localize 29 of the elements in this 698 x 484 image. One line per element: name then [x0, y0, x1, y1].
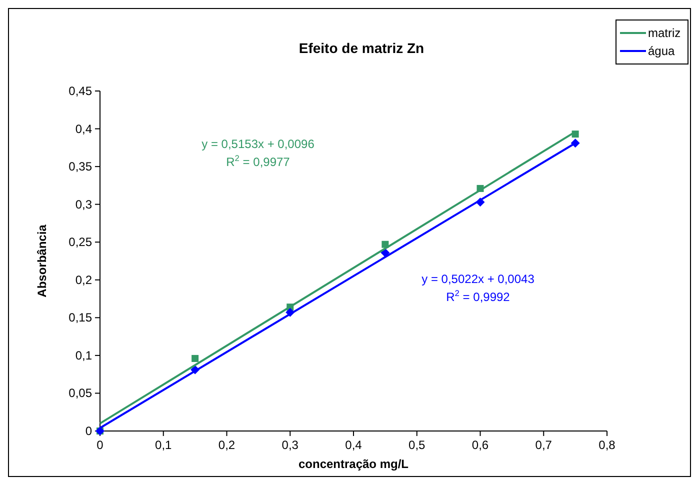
- x-axis-title: concentração mg/L: [298, 457, 409, 471]
- y-tick-label: 0: [85, 424, 92, 438]
- y-tick-label: 0,4: [75, 122, 92, 136]
- annotation: y = 0,5022x + 0,0043: [422, 272, 535, 286]
- x-tick-label: 0,7: [535, 438, 552, 452]
- y-tick-label: 0,3: [75, 197, 92, 212]
- y-axis-title: Absorbância: [35, 224, 49, 298]
- y-tick-label: 0,1: [75, 348, 92, 362]
- x-tick-label: 0,8: [598, 438, 616, 452]
- y-tick-label: 0,25: [68, 235, 92, 250]
- y-tick-label: 0,35: [68, 160, 92, 174]
- annotation: R$^{2}$ = 0,9977: [226, 153, 290, 169]
- x-tick-label: 0,3: [282, 438, 299, 452]
- point: [192, 354, 199, 362]
- y-tick-label: 0,05: [68, 386, 92, 400]
- y-tick-label: 0,15: [68, 310, 92, 325]
- x-tick-label: 0: [96, 438, 104, 452]
- x-tick-label: 0,5: [408, 438, 426, 452]
- x-tick-label: 0,4: [345, 438, 362, 452]
- annotation: R$^{2}$ = 0,9992: [446, 288, 510, 304]
- legend-label: água: [648, 44, 676, 58]
- x-tick-label: 0,1: [155, 438, 172, 452]
- legend-label: matriz: [648, 26, 681, 40]
- annotation: y = 0,5153x + 0,0096: [202, 137, 315, 151]
- x-tick-label: 0,2: [218, 438, 236, 452]
- chart-title: Efeito de matriz Zn: [298, 40, 424, 56]
- x-tick-label: 0,6: [472, 438, 489, 452]
- y-tick-label: 0,45: [68, 84, 92, 98]
- y-tick-label: 0,2: [75, 272, 92, 287]
